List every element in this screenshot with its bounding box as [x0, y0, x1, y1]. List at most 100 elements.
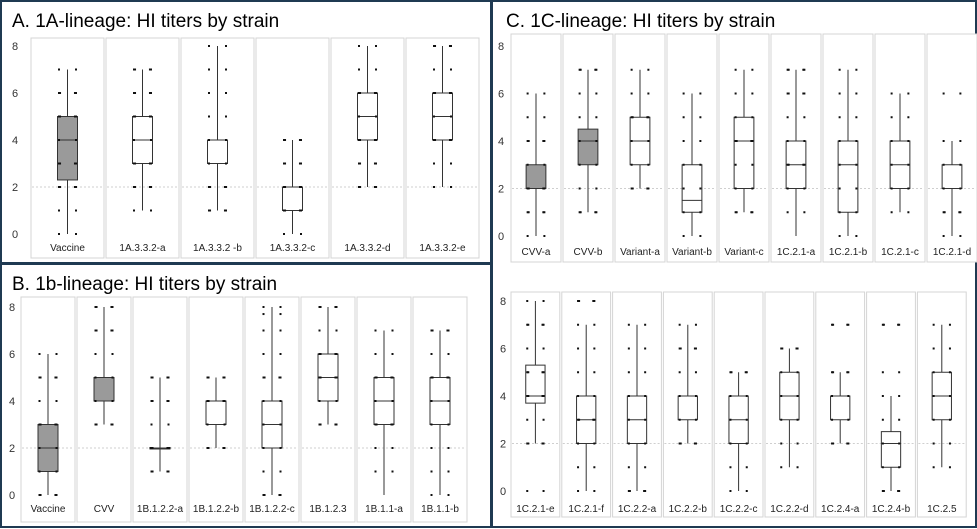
data-point: [111, 306, 114, 308]
data-point: [206, 400, 209, 402]
data-point: [932, 371, 935, 374]
data-point: [75, 68, 77, 71]
data-point: [298, 139, 301, 141]
data-point: [803, 163, 806, 166]
data-point: [729, 442, 732, 445]
data-point: [430, 376, 433, 379]
data-point: [447, 494, 450, 496]
data-point: [942, 140, 945, 142]
facet-0-2: 1A.3.3.2 -b: [180, 37, 255, 259]
data-point: [678, 371, 681, 374]
data-point: [745, 418, 748, 421]
data-point: [58, 92, 60, 94]
data-point: [730, 371, 733, 374]
y-tick-label: 2: [9, 443, 15, 455]
data-point: [838, 140, 841, 142]
data-point: [593, 490, 596, 492]
data-point: [734, 187, 737, 190]
x-category-label: Vaccine: [31, 504, 66, 515]
data-point: [526, 140, 529, 142]
data-point: [647, 140, 650, 142]
data-point: [803, 116, 806, 119]
data-point: [150, 115, 152, 118]
data-point: [627, 442, 630, 445]
data-point: [358, 45, 360, 47]
data-point: [693, 442, 696, 445]
data-point: [134, 92, 137, 94]
data-point: [148, 186, 151, 188]
data-point: [450, 68, 452, 71]
data-point: [543, 235, 546, 237]
data-point: [932, 347, 935, 350]
data-point: [450, 92, 452, 94]
data-point: [578, 92, 581, 95]
data-point: [780, 442, 783, 445]
data-point: [59, 92, 62, 94]
data-point: [223, 186, 226, 188]
data-point: [208, 162, 210, 165]
x-category-label: 1C.2.2-b: [669, 504, 708, 515]
data-point: [838, 92, 841, 95]
data-point: [786, 68, 789, 71]
data-point: [526, 490, 529, 492]
data-point: [898, 418, 901, 421]
data-point: [447, 400, 450, 402]
data-point: [375, 115, 377, 118]
data-point: [787, 92, 790, 95]
data-point: [881, 395, 884, 397]
data-point: [94, 306, 97, 308]
data-point: [391, 376, 394, 379]
data-point: [431, 376, 434, 379]
data-point: [577, 442, 580, 445]
data-point: [391, 353, 394, 355]
data-point: [932, 418, 935, 421]
data-point: [644, 490, 647, 492]
data-point: [802, 163, 805, 166]
data-point: [578, 211, 581, 214]
data-point: [786, 211, 789, 214]
data-point: [832, 371, 835, 374]
data-point: [95, 329, 98, 332]
data-point: [744, 371, 747, 374]
data-point: [318, 306, 321, 308]
data-point: [430, 329, 433, 332]
data-point: [225, 92, 227, 94]
data-point: [110, 329, 113, 332]
data-point: [433, 162, 435, 165]
data-point: [630, 187, 633, 190]
data-point: [283, 139, 285, 141]
y-tick-label: 8: [498, 41, 504, 53]
data-point: [222, 447, 225, 449]
data-point: [780, 371, 783, 374]
data-point: [647, 163, 650, 166]
data-point: [855, 211, 858, 214]
data-point: [527, 140, 530, 142]
data-point: [699, 163, 702, 166]
y-tick-label: 0: [9, 490, 15, 502]
data-point: [148, 162, 151, 165]
data-point: [958, 211, 961, 214]
data-point: [300, 139, 302, 141]
data-point: [75, 162, 77, 165]
data-point: [373, 139, 376, 141]
data-point: [55, 400, 58, 402]
data-point: [375, 376, 378, 379]
data-point: [729, 466, 732, 469]
data-point: [75, 186, 77, 188]
data-point: [73, 162, 76, 165]
y-tick-label: 2: [498, 184, 504, 196]
chart-panel-c-top: C. 1C-lineage: HI titers by strain 0 2 4 6 8 C…: [498, 11, 977, 263]
data-point: [694, 395, 697, 397]
data-point: [279, 313, 282, 316]
data-point: [644, 442, 647, 445]
y-tick-label: 4: [498, 136, 504, 148]
data-point: [151, 470, 154, 473]
data-point: [751, 140, 754, 142]
data-point: [592, 300, 595, 302]
data-point: [627, 466, 630, 469]
data-point: [948, 371, 951, 374]
data-point: [223, 423, 226, 426]
data-point: [375, 45, 377, 47]
data-point: [150, 400, 153, 402]
data-point: [262, 376, 265, 379]
